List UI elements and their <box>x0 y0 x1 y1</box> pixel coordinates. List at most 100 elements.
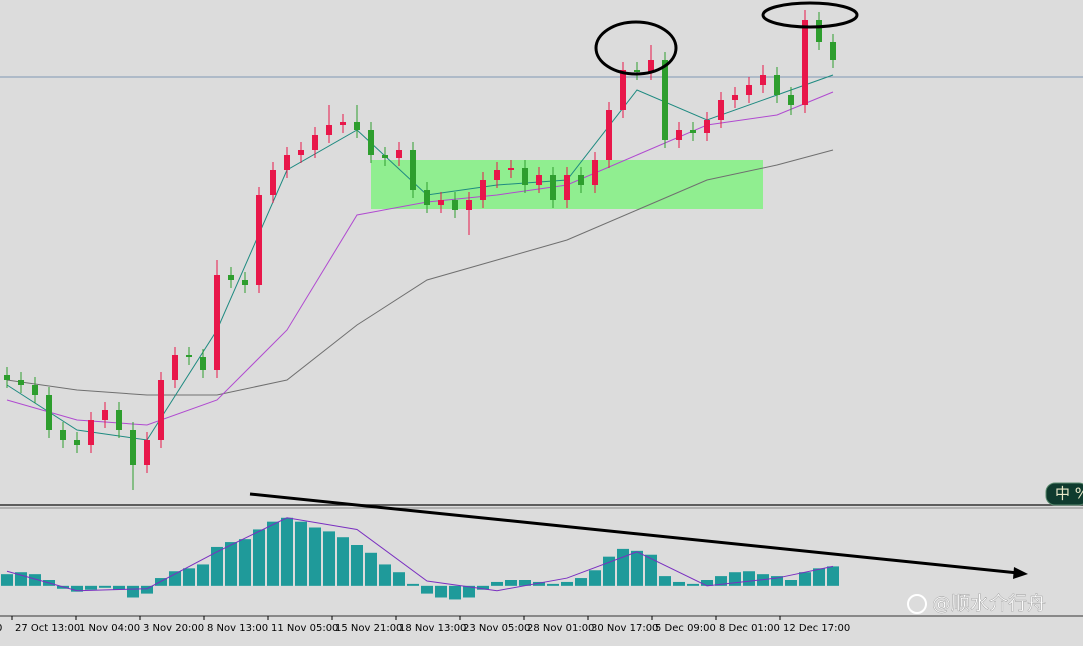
macd-bar <box>281 517 293 586</box>
x-tick-label: 1 Nov 04:00 <box>79 623 140 634</box>
candle-body <box>312 135 318 150</box>
watermark-text: @顺水介行舟 <box>932 593 1046 615</box>
candle-body <box>480 180 486 200</box>
macd-bar <box>631 550 643 586</box>
candle-body <box>46 395 52 430</box>
x-tick-label: 27 Oct 13:00 <box>15 623 80 634</box>
badge: 中 % <box>1045 482 1083 506</box>
macd-bar <box>295 521 307 586</box>
macd-bar <box>505 580 517 586</box>
badge-box <box>1045 482 1083 506</box>
macd-bar <box>393 572 405 586</box>
macd-bar <box>127 585 139 598</box>
candle-body <box>508 168 514 170</box>
candle-body <box>578 175 584 185</box>
trend-arrow <box>249 492 1019 575</box>
candle-body <box>326 125 332 135</box>
candle-body <box>284 155 290 170</box>
macd-bar <box>547 583 559 586</box>
macd-bar <box>323 531 335 586</box>
macd-bar <box>253 529 265 586</box>
candle-body <box>116 410 122 430</box>
macd-bar <box>673 581 685 586</box>
macd-bar <box>71 585 83 592</box>
x-tick-label: 12 Dec 17:00 <box>783 623 850 634</box>
macd-bar <box>491 581 503 586</box>
candle-body <box>256 195 262 285</box>
x-tick-label: 8 Dec 01:00 <box>719 623 780 634</box>
candle-body <box>536 175 542 185</box>
candle-body <box>74 440 80 445</box>
macd-bar <box>687 583 699 586</box>
circle-annotation <box>761 1 859 29</box>
price-panel <box>0 10 1083 490</box>
macd-bar <box>309 527 321 586</box>
macd-bar <box>463 585 475 598</box>
macd-bar <box>267 521 279 586</box>
candle-body <box>760 75 766 85</box>
candle-body <box>214 275 220 370</box>
macd-bar <box>85 585 97 590</box>
candle-body <box>4 375 10 380</box>
candle-body <box>200 357 206 370</box>
macd-bar <box>715 576 727 586</box>
candle-body <box>564 175 570 200</box>
macd-bar <box>533 581 545 586</box>
x-tick-label: 3 Nov 20:00 <box>143 623 204 634</box>
candle-body <box>438 200 444 205</box>
arrow-head <box>1013 567 1028 579</box>
candle-body <box>662 60 668 140</box>
macd-bar <box>183 568 195 586</box>
x-tick-label: 18 Nov 13:00 <box>399 623 466 634</box>
x-tick-label: 8 Nov 13:00 <box>207 623 268 634</box>
candle-body <box>368 130 374 155</box>
candle-body <box>718 100 724 120</box>
macd-signal <box>6 517 834 592</box>
candle-body <box>88 420 94 445</box>
macd-bar <box>659 576 671 586</box>
macd-bar <box>29 574 41 586</box>
macd-bar <box>365 552 377 586</box>
candle-body <box>802 20 808 105</box>
candle-body <box>32 385 38 395</box>
candle-body <box>620 70 626 110</box>
badge-text: 中 % <box>1055 485 1083 503</box>
macd-bar <box>155 578 167 586</box>
x-tick-label: 23 Nov 05:00 <box>463 623 530 634</box>
candle-body <box>298 150 304 155</box>
macd-bar <box>435 585 447 598</box>
macd-bar <box>771 576 783 586</box>
macd-bar <box>743 571 755 586</box>
candle-body <box>228 275 234 280</box>
candle-body <box>788 95 794 105</box>
macd-bar <box>477 585 489 590</box>
candle-body <box>410 150 416 190</box>
candle-body <box>816 20 822 42</box>
candle-body <box>144 440 150 465</box>
candle-body <box>424 190 430 205</box>
macd-bar <box>813 568 825 586</box>
macd-bar <box>99 585 111 588</box>
macd-bar <box>239 539 251 586</box>
macd-bar <box>449 585 461 600</box>
macd-bar <box>379 564 391 586</box>
macd-bar <box>827 566 839 586</box>
candle-body <box>382 155 388 158</box>
x-tick-label: 0 <box>0 623 2 634</box>
candle-body <box>18 380 24 385</box>
candle-body <box>172 355 178 380</box>
candle-body <box>158 380 164 440</box>
macd-bar <box>1 574 13 586</box>
macd-bar <box>141 585 153 594</box>
watermark: @顺水介行舟 <box>907 592 1046 615</box>
macd-bar <box>169 571 181 586</box>
candle-body <box>592 160 598 185</box>
macd-bar <box>337 537 349 586</box>
macd-bar <box>561 581 573 586</box>
candle-body <box>774 75 780 95</box>
macd-bar <box>351 545 363 586</box>
candle-body <box>242 280 248 285</box>
candle-body <box>606 110 612 160</box>
macd-bar <box>407 583 419 586</box>
